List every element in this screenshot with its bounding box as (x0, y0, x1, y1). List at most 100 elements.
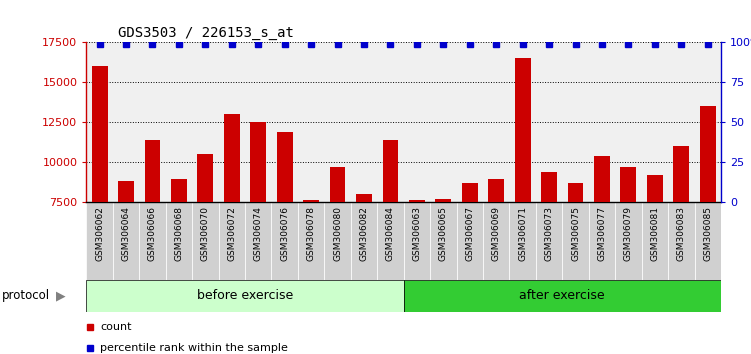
Bar (514, 58, 530, 321)
Bar (668, 42, 695, 202)
Text: protocol: protocol (2, 289, 50, 302)
Bar (324, 42, 351, 202)
Bar (695, 202, 721, 280)
Bar (700, 106, 716, 321)
Bar (404, 202, 430, 280)
Bar (303, 200, 319, 321)
Bar (483, 42, 509, 202)
Bar (457, 202, 483, 280)
Bar (615, 202, 641, 280)
Bar (536, 42, 562, 202)
Bar (139, 202, 166, 280)
Bar (224, 114, 240, 321)
Bar (509, 202, 536, 280)
Bar (198, 154, 213, 321)
Bar (589, 202, 615, 280)
Text: GSM306083: GSM306083 (677, 206, 686, 261)
Bar (615, 42, 641, 202)
Text: GDS3503 / 226153_s_at: GDS3503 / 226153_s_at (118, 26, 294, 40)
Text: GSM306066: GSM306066 (148, 206, 157, 261)
Text: GSM306063: GSM306063 (412, 206, 421, 261)
Bar (351, 202, 377, 280)
Text: percentile rank within the sample: percentile rank within the sample (101, 343, 288, 353)
Bar (462, 183, 478, 321)
Bar (298, 42, 324, 202)
Bar (276, 132, 293, 321)
Text: GSM306076: GSM306076 (280, 206, 289, 261)
Text: GSM306082: GSM306082 (360, 206, 369, 261)
Bar (594, 156, 610, 321)
Bar (404, 42, 430, 202)
Bar (219, 202, 245, 280)
Bar (245, 42, 271, 202)
Bar (589, 42, 615, 202)
Bar (171, 179, 187, 321)
Bar (509, 42, 536, 202)
Bar (382, 139, 398, 321)
Text: GSM306069: GSM306069 (492, 206, 501, 261)
Bar (86, 280, 404, 312)
Bar (139, 42, 166, 202)
Bar (86, 202, 113, 280)
Bar (488, 179, 504, 321)
Bar (641, 42, 668, 202)
Bar (219, 42, 245, 202)
Bar (436, 199, 451, 321)
Bar (330, 167, 345, 321)
Text: GSM306062: GSM306062 (95, 206, 104, 261)
Text: GSM306081: GSM306081 (650, 206, 659, 261)
Bar (271, 42, 298, 202)
Text: GSM306067: GSM306067 (466, 206, 475, 261)
Text: GSM306075: GSM306075 (571, 206, 580, 261)
Bar (541, 172, 557, 321)
Bar (562, 42, 589, 202)
Bar (144, 139, 161, 321)
Text: GSM306070: GSM306070 (201, 206, 210, 261)
Bar (377, 202, 404, 280)
Bar (298, 202, 324, 280)
Bar (250, 122, 266, 321)
Bar (568, 183, 584, 321)
Bar (430, 202, 457, 280)
Bar (113, 42, 139, 202)
Bar (562, 202, 589, 280)
Text: after exercise: after exercise (520, 289, 605, 302)
Text: ▶: ▶ (56, 289, 66, 302)
Bar (647, 175, 663, 321)
Text: GSM306074: GSM306074 (254, 206, 263, 261)
Bar (271, 202, 298, 280)
Text: GSM306068: GSM306068 (174, 206, 183, 261)
Bar (86, 42, 113, 202)
Text: GSM306078: GSM306078 (306, 206, 315, 261)
Bar (166, 42, 192, 202)
Text: GSM306073: GSM306073 (544, 206, 553, 261)
Bar (457, 42, 483, 202)
Bar (409, 200, 425, 321)
Bar (641, 202, 668, 280)
Text: GSM306077: GSM306077 (598, 206, 607, 261)
Text: GSM306072: GSM306072 (228, 206, 237, 261)
Bar (674, 146, 689, 321)
Text: before exercise: before exercise (197, 289, 293, 302)
Bar (324, 202, 351, 280)
Bar (377, 42, 404, 202)
Text: GSM306084: GSM306084 (386, 206, 395, 261)
Bar (695, 42, 721, 202)
Bar (192, 202, 219, 280)
Bar (404, 280, 721, 312)
Bar (192, 42, 219, 202)
Text: GSM306085: GSM306085 (703, 206, 712, 261)
Bar (356, 194, 372, 321)
Bar (92, 67, 107, 321)
Text: GSM306080: GSM306080 (333, 206, 342, 261)
Bar (483, 202, 509, 280)
Text: GSM306064: GSM306064 (122, 206, 131, 261)
Text: GSM306065: GSM306065 (439, 206, 448, 261)
Bar (668, 202, 695, 280)
Bar (536, 202, 562, 280)
Bar (166, 202, 192, 280)
Bar (245, 202, 271, 280)
Bar (620, 167, 636, 321)
Text: GSM306079: GSM306079 (624, 206, 633, 261)
Bar (430, 42, 457, 202)
